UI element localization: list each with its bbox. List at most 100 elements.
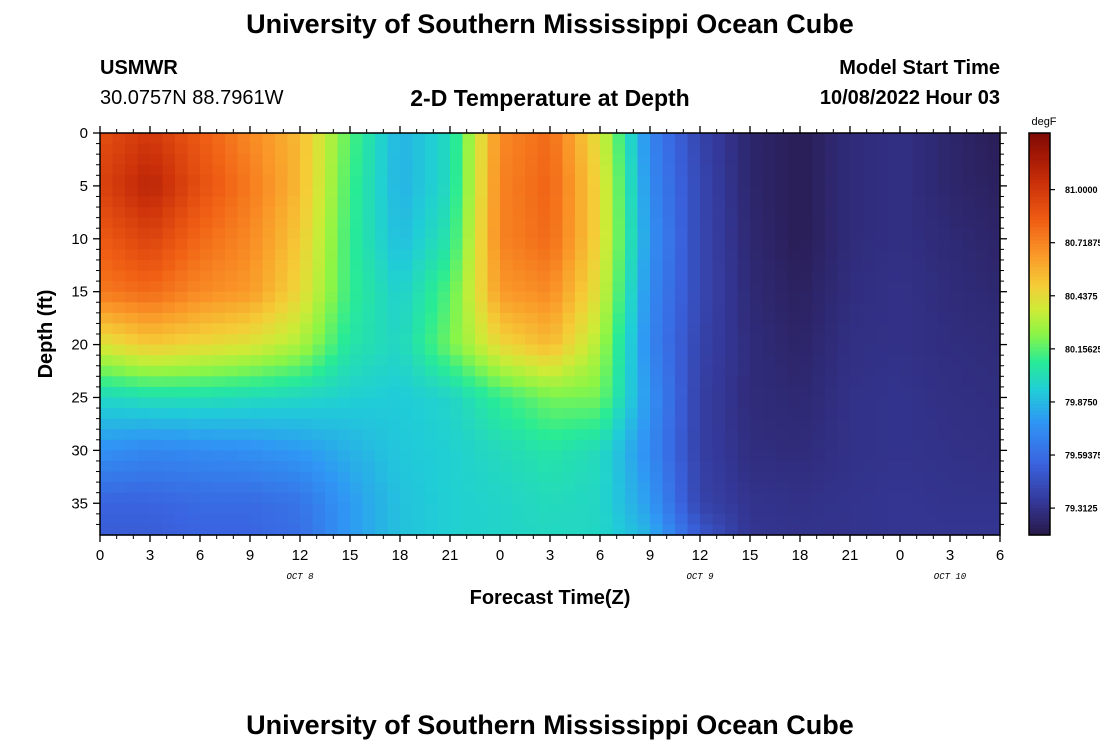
- heatmap-cell: [750, 482, 764, 494]
- heatmap-cell: [850, 429, 864, 441]
- heatmap-cell: [662, 133, 676, 145]
- heatmap-cell: [662, 365, 676, 377]
- heatmap-cell: [412, 450, 426, 462]
- heatmap-cell: [962, 196, 976, 208]
- heatmap-cell: [737, 386, 751, 399]
- heatmap-cell: [312, 164, 326, 176]
- heatmap-cell: [425, 439, 439, 451]
- heatmap-cell: [362, 334, 376, 346]
- heatmap-cell: [787, 386, 801, 399]
- heatmap-cell: [662, 471, 676, 483]
- heatmap-cell: [887, 323, 901, 335]
- heatmap-cell: [250, 513, 264, 526]
- heatmap-cell: [325, 154, 339, 166]
- heatmap-cell: [950, 450, 964, 462]
- heatmap-cell: [875, 492, 889, 504]
- heatmap-cell: [712, 460, 726, 473]
- heatmap-cell: [762, 154, 776, 166]
- heatmap-cell: [650, 291, 664, 303]
- heatmap-cell: [337, 281, 351, 293]
- heatmap-cell: [550, 365, 564, 377]
- heatmap-cell: [837, 133, 851, 145]
- heatmap-cell: [562, 164, 576, 176]
- heatmap-cell: [200, 482, 214, 494]
- colorbar-segment: [1029, 236, 1050, 241]
- heatmap-cell: [987, 281, 1001, 293]
- heatmap-cell: [962, 334, 976, 346]
- heatmap-cell: [325, 524, 339, 536]
- heatmap-cell: [850, 513, 864, 526]
- heatmap-cell: [450, 408, 464, 420]
- heatmap-cell: [400, 344, 414, 356]
- heatmap-cell: [625, 439, 639, 451]
- heatmap-cell: [287, 302, 301, 314]
- heatmap-cell: [125, 238, 139, 250]
- heatmap-cell: [637, 259, 651, 272]
- colorbar-segment: [1029, 454, 1050, 459]
- heatmap-cell: [100, 164, 114, 176]
- heatmap-cell: [350, 196, 364, 208]
- heatmap-cell: [437, 185, 451, 198]
- heatmap-cell: [712, 133, 726, 145]
- heatmap-cell: [425, 312, 439, 325]
- heatmap-cell: [937, 397, 951, 409]
- heatmap-cell: [750, 164, 764, 176]
- heatmap-cell: [637, 238, 651, 250]
- heatmap-cell: [537, 154, 551, 166]
- heatmap-cell: [625, 164, 639, 176]
- heatmap-cell: [725, 249, 739, 261]
- heatmap-cell: [725, 291, 739, 303]
- heatmap-cell: [300, 185, 314, 198]
- heatmap-cell: [212, 196, 226, 208]
- heatmap-cell: [200, 323, 214, 335]
- heatmap-cell: [887, 344, 901, 356]
- colorbar-segment: [1029, 233, 1050, 238]
- heatmap-cell: [312, 217, 326, 229]
- heatmap-cell: [162, 291, 176, 303]
- heatmap-cell: [700, 334, 714, 346]
- heatmap-cell: [100, 482, 114, 494]
- heatmap-cell: [837, 450, 851, 462]
- heatmap-cell: [375, 376, 389, 388]
- heatmap-cell: [300, 175, 314, 187]
- heatmap-cell: [375, 217, 389, 229]
- heatmap-cell: [412, 185, 426, 198]
- heatmap-cell: [287, 503, 301, 515]
- heatmap-cell: [262, 503, 276, 515]
- heatmap-cell: [212, 524, 226, 536]
- heatmap-cell: [587, 143, 601, 155]
- heatmap-cell: [400, 355, 414, 367]
- heatmap-cell: [512, 154, 526, 166]
- heatmap-cell: [175, 397, 189, 409]
- heatmap-cell: [562, 249, 576, 261]
- colorbar-segment: [1029, 484, 1050, 489]
- heatmap-cell: [162, 365, 176, 377]
- heatmap-cell: [762, 323, 776, 335]
- heatmap-cell: [175, 408, 189, 420]
- heatmap-cell: [175, 312, 189, 325]
- heatmap-cell: [937, 471, 951, 483]
- heatmap-cell: [900, 513, 914, 526]
- heatmap-cell: [187, 164, 201, 176]
- heatmap-cell: [900, 460, 914, 473]
- heatmap-cell: [950, 302, 964, 314]
- heatmap-cell: [487, 217, 501, 229]
- heatmap-cell: [975, 344, 989, 356]
- heatmap-cell: [275, 302, 289, 314]
- heatmap-cell: [387, 365, 401, 377]
- heatmap-cell: [937, 386, 951, 399]
- heatmap-cell: [225, 365, 239, 377]
- heatmap-cell: [687, 281, 701, 293]
- heatmap-cell: [787, 524, 801, 536]
- heatmap-cell: [187, 312, 201, 325]
- heatmap-cell: [725, 386, 739, 399]
- heatmap-cell: [237, 513, 251, 526]
- heatmap-cell: [512, 217, 526, 229]
- heatmap-cell: [162, 482, 176, 494]
- heatmap-cell: [175, 259, 189, 272]
- heatmap-cell: [137, 196, 151, 208]
- heatmap-cell: [975, 302, 989, 314]
- heatmap-cell: [887, 334, 901, 346]
- colorbar-segment: [1029, 203, 1050, 208]
- heatmap-cell: [637, 270, 651, 282]
